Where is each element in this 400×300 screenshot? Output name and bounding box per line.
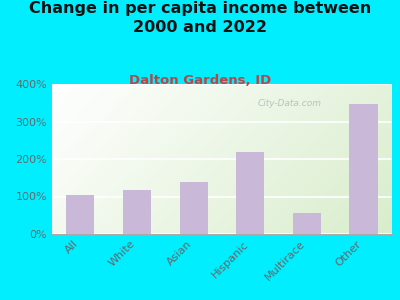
Bar (180, 182, 208, 234)
Text: City-Data.com: City-Data.com (258, 99, 322, 108)
Text: Dalton Gardens, ID: Dalton Gardens, ID (129, 74, 271, 86)
Bar (236, 152, 264, 234)
Bar (66, 195, 94, 234)
Bar (123, 190, 151, 234)
Bar (293, 213, 321, 234)
Text: Change in per capita income between
2000 and 2022: Change in per capita income between 2000… (29, 2, 371, 35)
Bar (350, 103, 378, 234)
